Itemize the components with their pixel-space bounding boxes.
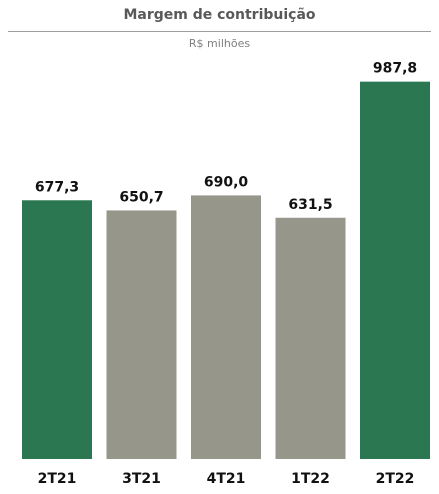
chart-subtitle: R$ milhões	[188, 37, 251, 50]
value-label-3T21: 650,7	[119, 189, 163, 205]
bar-1T22	[275, 217, 346, 459]
title-divider	[8, 31, 431, 32]
value-label-2T22: 987,8	[373, 61, 417, 77]
chart-title: Margem de contribuição	[123, 7, 316, 23]
value-label-1T22: 631,5	[288, 197, 332, 213]
value-label-2T21: 677,3	[35, 179, 79, 195]
bar-2T22	[360, 81, 430, 459]
category-label-2T22: 2T22	[376, 471, 415, 487]
value-label-4T21: 690,0	[204, 174, 249, 190]
category-label-1T22: 1T22	[291, 471, 330, 487]
category-label-3T21: 3T21	[122, 471, 161, 487]
bar-4T21	[191, 195, 261, 460]
category-label-4T21: 4T21	[207, 471, 246, 487]
bar-3T21	[106, 210, 177, 459]
category-label-2T21: 2T21	[38, 471, 77, 487]
bar-2T21	[22, 200, 92, 459]
